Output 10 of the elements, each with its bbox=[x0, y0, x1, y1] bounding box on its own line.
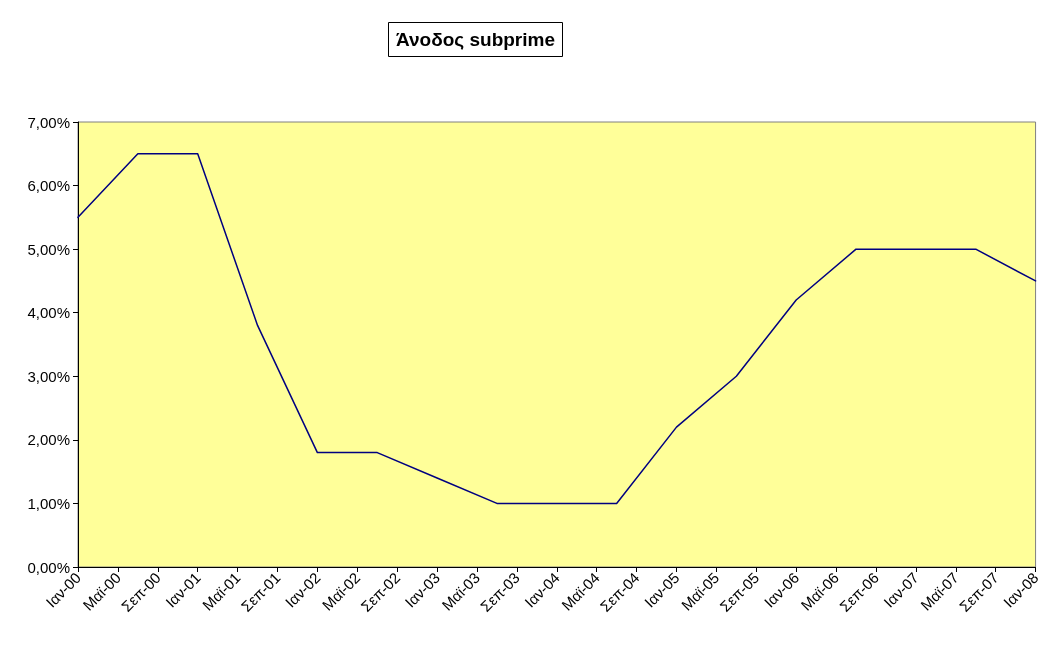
y-tick-label: 3,00% bbox=[27, 367, 70, 385]
y-tick-label: 4,00% bbox=[27, 304, 70, 322]
chart-title: Άνοδος subprime bbox=[396, 29, 555, 50]
y-tick-label: 0,00% bbox=[27, 558, 70, 576]
y-tick-label: 7,00% bbox=[27, 113, 70, 131]
line-series bbox=[77, 153, 1037, 505]
y-tick-label: 1,00% bbox=[27, 494, 70, 512]
y-tick-label: 5,00% bbox=[27, 240, 70, 258]
y-tick-label: 6,00% bbox=[27, 177, 70, 195]
y-tick-label: 2,00% bbox=[27, 431, 70, 449]
